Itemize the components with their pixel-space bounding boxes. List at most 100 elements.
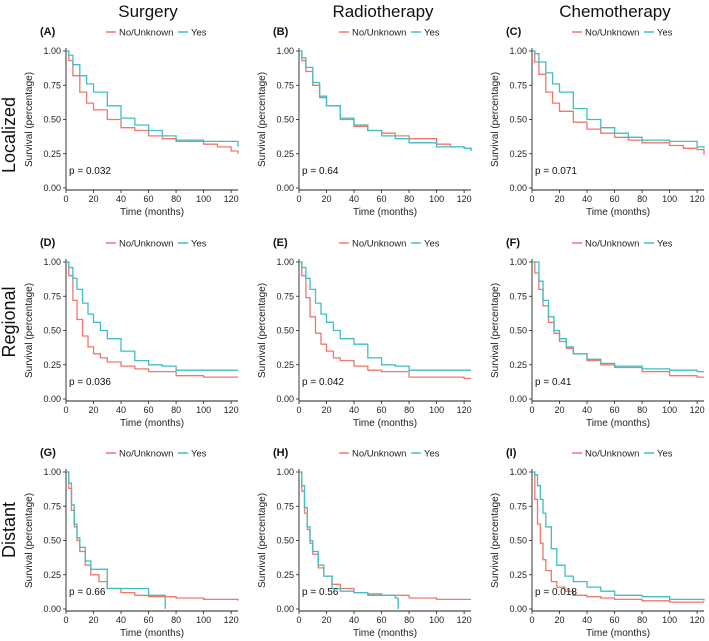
row-title-localized: Localized [0,97,19,173]
series-line-yes [66,50,239,147]
series-line-yes [299,261,471,371]
x-tick-label: 120 [690,405,705,415]
y-tick-label: 1.00 [43,467,61,477]
panel-letter: (I) [506,447,517,459]
x-tick-label: 100 [196,615,211,625]
y-tick-label: 0.75 [276,80,294,90]
y-axis-label: Survival (percentage) [257,493,268,588]
x-tick-label: 0 [63,405,68,415]
legend-label-yes: Yes [657,449,673,460]
x-tick-label: 60 [610,615,620,625]
series-line-yes [66,471,166,609]
y-tick-label: 0.00 [43,183,61,193]
y-tick-label: 1.00 [43,257,61,267]
x-tick-label: 120 [690,615,705,625]
x-tick-label: 100 [429,615,444,625]
y-tick-label: 0.25 [276,360,294,370]
x-tick-label: 120 [457,615,472,625]
y-tick-label: 0.25 [509,570,527,580]
p-value-label: p = 0.018 [535,587,577,598]
p-value-label: p = 0.64 [302,166,339,177]
legend-label-no-unknown: No/Unknown [585,28,639,39]
y-tick-label: 0.00 [509,183,527,193]
legend-label-yes: Yes [191,239,207,250]
y-tick-label: 0.00 [276,183,294,193]
x-tick-label: 80 [404,405,414,415]
panel-9: (I) No/Unknown Yes 0.00 0.25 0.50 0.75 1.00 0 20 4… [490,447,705,639]
column-title-radiotherapy: Radiotherapy [332,2,434,21]
x-tick-label: 0 [63,615,68,625]
x-tick-label: 60 [610,194,620,204]
panel-letter: (H) [273,447,289,459]
series-line-no-unknown [532,471,704,603]
y-axis-label: Survival (percentage) [257,72,268,167]
x-tick-label: 60 [610,405,620,415]
series-line-no-unknown [299,261,471,380]
series-line-yes [66,261,238,371]
y-tick-label: 0.25 [43,570,61,580]
x-tick-label: 0 [296,615,301,625]
legend-label-yes: Yes [424,239,440,250]
column-title-chemotherapy: Chemotherapy [559,2,671,21]
column-title-surgery: Surgery [118,2,178,21]
legend-label-no-unknown: No/Unknown [352,28,406,39]
x-tick-label: 0 [63,194,68,204]
y-tick-label: 0.25 [509,149,527,159]
legend-label-yes: Yes [424,28,440,39]
series-line-no-unknown [66,261,238,378]
y-tick-label: 0.00 [509,394,527,404]
x-tick-label: 60 [377,615,387,625]
panel-letter: (D) [40,237,56,249]
x-tick-label: 40 [349,194,359,204]
legend-label-no-unknown: No/Unknown [119,28,173,39]
x-tick-label: 20 [89,405,99,415]
x-tick-label: 120 [224,194,239,204]
x-tick-label: 120 [457,405,472,415]
series-line-no-unknown [66,471,239,601]
panel-5: (E) No/Unknown Yes 0.00 0.25 0.50 0.75 1.00 0 20 4… [257,237,472,429]
x-tick-label: 60 [144,615,154,625]
p-value-label: p = 0.071 [535,166,577,177]
x-tick-label: 80 [171,194,181,204]
series-line-yes [532,261,704,373]
y-tick-label: 1.00 [43,46,61,56]
x-tick-label: 100 [662,405,677,415]
x-tick-label: 100 [429,194,444,204]
x-tick-label: 40 [349,615,359,625]
y-tick-label: 0.50 [43,115,61,125]
y-axis-label: Survival (percentage) [24,493,35,588]
x-tick-label: 20 [322,405,332,415]
legend-label-yes: Yes [657,28,673,39]
panel-7: (G) No/Unknown Yes 0.00 0.25 0.50 0.75 1.00 0 20 4… [24,447,239,639]
legend-label-yes: Yes [191,449,207,460]
x-axis-label: Time (months) [586,628,650,639]
x-axis-label: Time (months) [120,207,184,218]
x-tick-label: 80 [637,405,647,415]
series-line-no-unknown [299,471,471,601]
x-tick-label: 100 [662,615,677,625]
x-tick-label: 0 [296,194,301,204]
y-axis-label: Survival (percentage) [24,283,35,378]
y-tick-label: 1.00 [276,467,294,477]
y-tick-label: 1.00 [509,46,527,56]
panel-letter: (A) [40,26,56,38]
y-axis-label: Survival (percentage) [490,493,501,588]
y-tick-label: 0.50 [509,326,527,336]
panel-letter: (F) [506,237,520,249]
y-tick-label: 0.75 [43,80,61,90]
p-value-label: p = 0.036 [69,377,111,388]
legend-label-no-unknown: No/Unknown [352,239,406,250]
panel-letter: (G) [40,447,56,459]
x-tick-label: 20 [555,615,565,625]
legend-label-no-unknown: No/Unknown [119,449,173,460]
x-tick-label: 0 [529,405,534,415]
panel-2: (B) No/Unknown Yes 0.00 0.25 0.50 0.75 1.00 0 20 4… [257,26,472,218]
legend-label-no-unknown: No/Unknown [119,239,173,250]
panel-4: (D) No/Unknown Yes 0.00 0.25 0.50 0.75 1.00 0 20 4… [24,237,239,429]
x-tick-label: 0 [296,405,301,415]
series-line-no-unknown [532,261,704,378]
legend-label-no-unknown: No/Unknown [585,239,639,250]
y-tick-label: 0.50 [276,115,294,125]
row-title-regional: Regional [0,286,19,357]
